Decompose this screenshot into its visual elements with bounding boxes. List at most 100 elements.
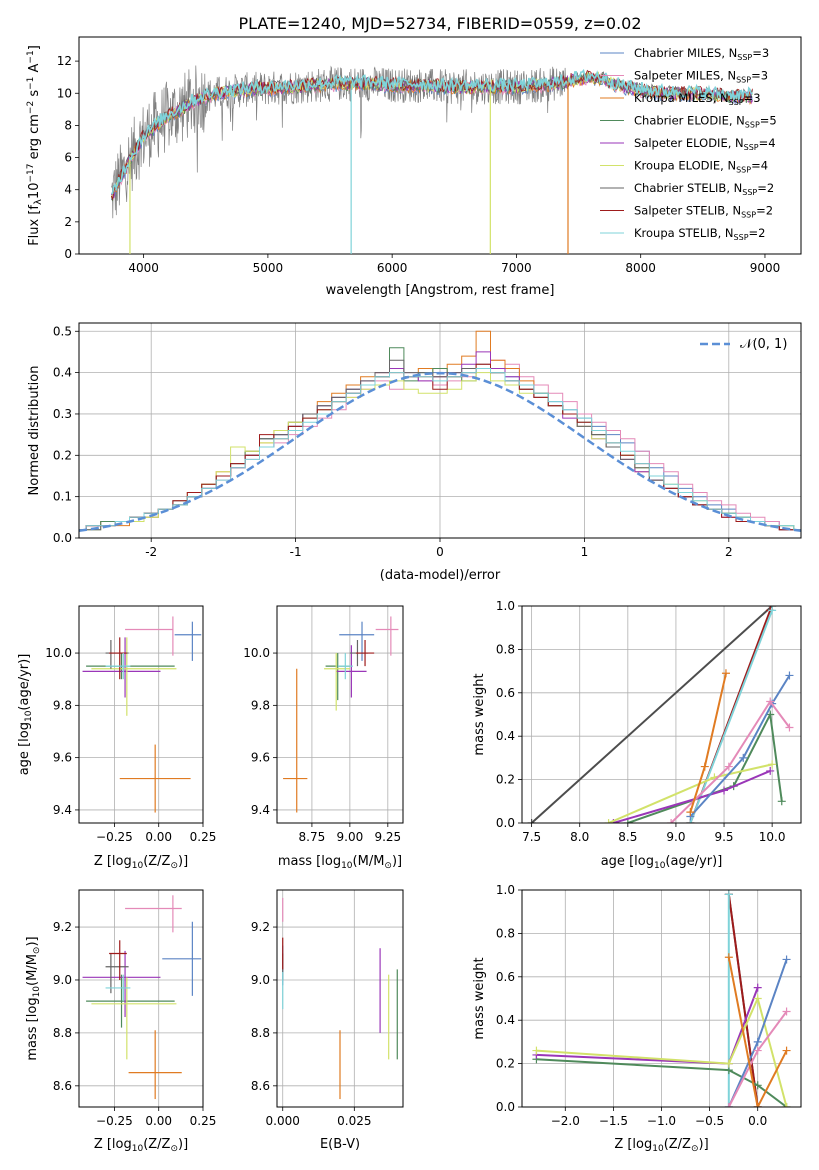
mass_vs_ebv-ytick-label: 9.2 [251, 920, 270, 934]
mass_vs_Z-errorbar-salpeter-elodie [82, 950, 161, 1018]
mass_vs_Z-ytick-label: 9.0 [53, 973, 72, 987]
mass_vs_ebv-points [282, 897, 398, 1100]
mass_vs_Z-xlabel-part: Z [log [94, 1137, 132, 1152]
residuals-ytick-label: 0.1 [53, 490, 72, 504]
weight_vs_age-frame [521, 605, 802, 824]
legend-entry: Chabrier ELODIE, NSSP=5 [634, 114, 777, 130]
legend-n-eq: = [757, 181, 767, 195]
weight_vs_Z-xlabel-part: (Z/Z [664, 1137, 691, 1152]
weight_vs_Z-plus-marker [753, 983, 762, 992]
legend-label: Salpeter ELODIE [634, 136, 728, 150]
weight_vs_age-xtick-label: 8.0 [570, 830, 589, 844]
mass_vs_Z-xlabel-part: ⊙ [170, 1144, 178, 1154]
age_vs_mass-xlabel-part: ⊙ [384, 861, 392, 871]
legend-n-sub: SSP [736, 76, 751, 85]
legend-entry: Chabrier STELIB, NSSP=2 [634, 181, 774, 197]
legend-n-prefix: , N [725, 204, 741, 218]
age_vs_Z-ylabel-part: (age/yr)] [17, 654, 32, 711]
mass_vs_Z-xtick-label: −0.25 [96, 1114, 133, 1128]
weight_vs_Z-plus-marker [724, 1103, 733, 1107]
legend-n-prefix: , N [720, 159, 736, 173]
mass_vs_Z-errorbar-chabrier-miles [162, 921, 202, 996]
mass_vs_ebv-ytick-label: 8.8 [251, 1026, 270, 1040]
residuals-xtick-label: -2 [145, 545, 157, 559]
age_vs_Z-ylabel-part: 10 [24, 710, 34, 722]
age_vs_mass-errorbar-kroupa-stelib [337, 653, 353, 680]
age_vs_Z-xtick-label: −0.25 [96, 830, 133, 844]
residuals-ytick-label: 0.2 [53, 448, 72, 462]
age_vs_mass-errorbar-chabrier-miles [339, 621, 375, 661]
mass_vs_Z-frame [78, 889, 204, 1108]
weight_vs_age-plus-marker [720, 786, 729, 795]
weight_vs_age-plus-marker [785, 723, 794, 732]
weight_vs_age-plus-marker [768, 760, 777, 769]
weight_vs_age-plus-marker [777, 797, 786, 806]
legend-n-eq: = [744, 91, 754, 105]
legend-n-value: 3 [762, 46, 769, 60]
legend-entry: Salpeter STELIB, NSSP=2 [634, 204, 773, 220]
weight_vs_Z-xtick-label: −1.5 [599, 1114, 628, 1128]
spectrum-ylabel-part: λ [33, 199, 44, 205]
age_vs_mass-ytick-label: 9.6 [251, 751, 270, 765]
weight_vs_age-plus-marker [700, 762, 709, 771]
age_vs_mass-xtick-label: 9.00 [337, 830, 364, 844]
spectrum-ylabel-part: Flux [f [27, 205, 42, 246]
legend-n-eq: = [749, 226, 759, 240]
legend-n-value: 4 [761, 159, 768, 173]
weight_vs_age-series-chabrier-elodie [627, 711, 783, 823]
histogram-kroupa-stelib [79, 368, 801, 531]
weight_vs_Z-plus-marker [782, 1046, 791, 1055]
weight_vs_Z-plus-marker [782, 1007, 791, 1016]
weight_vs_age-xtick-label: 9.0 [666, 830, 685, 844]
spectrum-xtick-label: 5000 [253, 261, 284, 275]
age_vs_Z-errorbar-kroupa-elodie [91, 637, 177, 716]
spectrum-ylabel-part: −1 [26, 50, 36, 63]
weight_vs_age-xlabel: age [log10(age/yr)] [601, 854, 723, 871]
residuals-ytick-label: 0.0 [53, 531, 72, 545]
spectrum-ylabel-part: −2 [26, 101, 36, 114]
model-spectrum-kroupa-stelib [111, 68, 753, 195]
spectrum-ytick-label: 2 [64, 215, 72, 229]
spectrum-ylabel-part: ] [27, 45, 42, 50]
age_vs_Z-errorbar-kroupa-miles [119, 744, 191, 813]
spectrum-ylabel-part: 10 [27, 183, 42, 200]
legend-n-value: 2 [767, 181, 774, 195]
age_vs_Z-xtick-label: 0.25 [190, 830, 217, 844]
mass_vs_ebv-ytick-label: 9.0 [251, 973, 270, 987]
weight_vs_Z-plus-marker [724, 890, 733, 899]
weight_vs_age-axes: 7.5 8.0 8.5 9.0 9.5 10.0 0.0 0.2 0.4 0.6 0.8 1.0 age… [472, 599, 802, 871]
age_vs_Z-ytick-label: 10.0 [45, 646, 72, 660]
weight_vs_age-xtick-label: 8.5 [618, 830, 637, 844]
spectrum-lines [110, 65, 753, 254]
weight_vs_age-xlabel-part: age [log [601, 854, 654, 869]
legend-label: Kroupa STELIB [634, 226, 718, 240]
age_vs_Z-errorbar-chabrier-miles [174, 621, 202, 661]
spectrum-ylabel-part: A [27, 63, 42, 76]
legend-label: Kroupa MILES [634, 91, 713, 105]
age_vs_mass-xlabel-part: (M/M [353, 854, 385, 869]
weight_vs_age-series-salpeter-miles [670, 699, 791, 823]
residuals-xtick-label: -1 [290, 545, 302, 559]
age_vs_mass-ytick-label: 10.0 [243, 646, 270, 660]
weight_vs_age-series-chabrier-stelib [530, 606, 773, 823]
legend-label: Kroupa ELODIE [634, 159, 720, 173]
legend-n-prefix: , N [713, 91, 729, 105]
age_vs_Z-errorbar-salpeter-elodie [82, 637, 161, 698]
age_vs_Z-frame [78, 605, 204, 824]
legend-n-prefix: , N [728, 136, 744, 150]
mass_vs_Z-ylabel-part: )] [25, 936, 40, 946]
weight_vs_Z-xlabel-part: 10 [652, 1144, 664, 1154]
residuals-ytick-label: 0.4 [53, 366, 72, 380]
age_vs_mass-ytick-label: 9.8 [251, 698, 270, 712]
weight_vs_Z-xlabel-part: ⊙ [691, 1144, 699, 1154]
mass_vs_ebv-frame [276, 889, 404, 1108]
age_vs_mass-xtick-label: 9.25 [374, 830, 401, 844]
weight_vs_age-plus-marker [604, 819, 613, 823]
mass_vs_Z-xlabel-part: 10 [132, 1144, 144, 1154]
spectrum-xtick-label: 7000 [501, 261, 532, 275]
weight_vs_age-plus-marker [766, 710, 775, 719]
mass_vs_Z-ylabel-part: 10 [32, 986, 42, 998]
weight_vs_Z-plus-marker [532, 1046, 541, 1055]
legend-n-eq: = [759, 136, 769, 150]
age_vs_mass-axes: 8.75 9.00 9.25 9.4 9.6 9.8 10.0 mass [log10(M/M… [243, 605, 404, 871]
